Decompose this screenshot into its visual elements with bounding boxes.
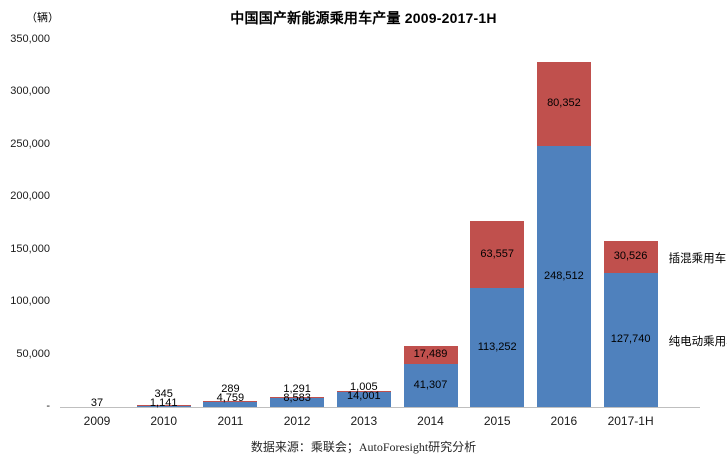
legend-label-bev: 纯电动乘用车 bbox=[668, 336, 727, 348]
bar-value-label-bev: 4,759 bbox=[216, 392, 245, 404]
bar-segment-bev bbox=[203, 402, 258, 407]
bar-segment-phev bbox=[603, 241, 658, 273]
y-tick-label: 50,000 bbox=[16, 347, 50, 360]
y-tick-label: 100,000 bbox=[10, 295, 50, 308]
x-tick-label: 2009 bbox=[83, 414, 111, 428]
bar-value-label-phev: 63,557 bbox=[480, 247, 515, 260]
x-tick-label: 2013 bbox=[350, 414, 378, 428]
bar-segment-bev bbox=[136, 406, 191, 407]
source-note: 数据来源：乘联会；AutoForesight研究分析 bbox=[250, 440, 477, 454]
bar-value-label-phev: 80,352 bbox=[547, 97, 581, 109]
bar-segment-phev bbox=[470, 221, 525, 288]
bar-value-label-bev: 14,001 bbox=[346, 390, 381, 402]
bar-value-label-bev: 248,512 bbox=[544, 269, 584, 282]
legend-label-phev: 插混乘用车 bbox=[668, 253, 727, 265]
y-tick-label: 200,000 bbox=[10, 190, 50, 203]
bar-segment-phev bbox=[536, 62, 591, 146]
bar-value-label-phev: 30,526 bbox=[613, 250, 648, 262]
bar-value-label-bev: 1,141 bbox=[149, 397, 178, 409]
bar-value-label-phev: 1,291 bbox=[283, 383, 311, 395]
y-tick-label: 150,000 bbox=[10, 242, 50, 255]
bar-segment-bev bbox=[470, 288, 525, 407]
bar-value-label-bev: 8,583 bbox=[283, 392, 311, 404]
bar-value-label-phev: 17,489 bbox=[413, 348, 448, 360]
y-axis-unit-label: （辆） bbox=[26, 12, 59, 24]
y-tick-label: 350,000 bbox=[10, 33, 50, 45]
bar-segment-bev bbox=[603, 273, 658, 407]
x-tick-label: 2010 bbox=[150, 414, 178, 428]
x-tick-label: 2015 bbox=[483, 414, 511, 428]
bar-segment-bev bbox=[270, 398, 325, 407]
bar-segment-bev bbox=[403, 364, 458, 407]
chart-title: 中国国产新能源乘用车产量 2009-2017-1H bbox=[230, 10, 497, 26]
x-tick-label: 2017-1H bbox=[607, 414, 654, 428]
bar-segment-bev bbox=[536, 146, 591, 407]
bar-segment-bev bbox=[336, 392, 391, 407]
bar-value-label-bev: 127,740 bbox=[610, 333, 651, 345]
x-tick-label: 2016 bbox=[550, 414, 578, 428]
y-tick-label: 250,000 bbox=[10, 137, 50, 150]
bar-segment-phev bbox=[336, 391, 391, 392]
bar-value-label-phev: 289 bbox=[221, 383, 240, 395]
x-axis-line bbox=[60, 407, 700, 408]
bar-segment-phev bbox=[203, 401, 258, 402]
x-tick-label: 2011 bbox=[217, 414, 244, 428]
bar-segment-phev bbox=[403, 346, 458, 364]
bar-segment-phev bbox=[270, 397, 325, 398]
x-tick-label: 2014 bbox=[417, 414, 444, 428]
bar-segment-phev bbox=[136, 405, 191, 406]
y-tick-label: - bbox=[46, 400, 50, 412]
bar-value-label-bev: 113,252 bbox=[477, 340, 517, 353]
y-tick-label: 300,000 bbox=[10, 85, 50, 98]
bar-value-label-bev: 37 bbox=[90, 397, 104, 409]
bar-value-label-phev: 345 bbox=[154, 388, 173, 400]
bar-value-label-bev: 41,307 bbox=[413, 378, 448, 391]
x-tick-label: 2012 bbox=[283, 414, 311, 428]
bar-value-label-phev: 1,005 bbox=[350, 381, 378, 393]
